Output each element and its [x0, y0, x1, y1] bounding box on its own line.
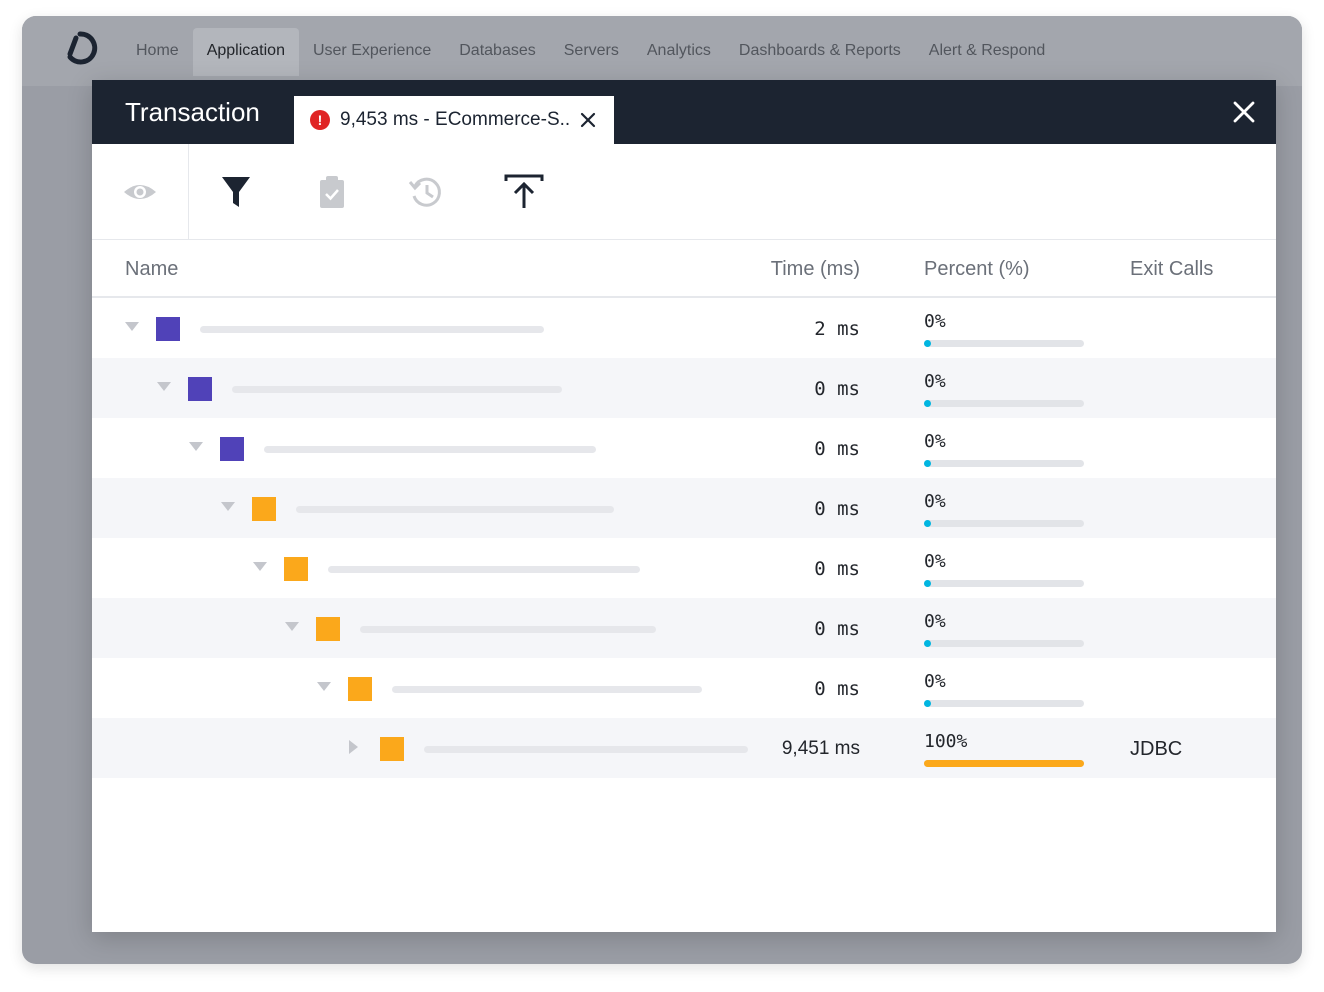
filter-icon[interactable] [216, 172, 256, 212]
caret-down-icon[interactable] [125, 322, 139, 332]
node-type-icon [252, 497, 276, 521]
table-row[interactable]: 2 ms 0% [92, 298, 1276, 358]
row-time: 0 ms [814, 498, 860, 520]
percent-bar-fill [924, 520, 931, 527]
row-percent: 0% [924, 491, 946, 512]
row-time: 0 ms [814, 378, 860, 400]
node-type-icon [188, 377, 212, 401]
row-time: 0 ms [814, 618, 860, 640]
row-time: 2 ms [814, 318, 860, 340]
percent-bar [924, 520, 1084, 527]
percent-bar-fill [924, 700, 931, 707]
caret-down-icon[interactable] [221, 502, 235, 512]
percent-bar [924, 400, 1084, 407]
row-time: 0 ms [814, 678, 860, 700]
table-row[interactable]: 0 ms 0% [92, 418, 1276, 478]
table-row[interactable]: 0 ms 0% [92, 478, 1276, 538]
row-exit-calls[interactable]: JDBC [1130, 738, 1183, 760]
node-type-icon [284, 557, 308, 581]
toolbar-divider [188, 144, 189, 240]
app-frame: Home Application User Experience Databases S… [22, 16, 1302, 964]
nav-item-alert-respond[interactable]: Alert & Respond [928, 42, 1046, 59]
column-percent[interactable]: Percent (%) [924, 258, 1030, 280]
redacted-name-placeholder [392, 686, 702, 693]
tab-close-icon[interactable] [580, 112, 596, 128]
caret-down-icon[interactable] [317, 682, 331, 692]
nav-menu: Home Application User Experience Databases S… [122, 28, 1059, 76]
row-time: 0 ms [814, 558, 860, 580]
history-icon[interactable] [406, 172, 446, 212]
modal-close-icon[interactable] [1232, 100, 1256, 124]
redacted-name-placeholder [424, 746, 748, 753]
row-percent: 0% [924, 611, 946, 632]
node-type-icon [156, 317, 180, 341]
nav-item-dashboards-reports[interactable]: Dashboards & Reports [738, 42, 901, 59]
percent-bar-fill [924, 640, 931, 647]
redacted-name-placeholder [200, 326, 544, 333]
column-name[interactable]: Name [125, 258, 179, 280]
node-type-icon [316, 617, 340, 641]
percent-bar-fill [924, 460, 931, 467]
table-row[interactable]: 9,451 ms 100% JDBC [92, 718, 1276, 778]
percent-bar-fill [924, 760, 1084, 767]
eye-icon[interactable] [120, 172, 160, 212]
node-type-icon [380, 737, 404, 761]
caret-down-icon[interactable] [253, 562, 267, 572]
percent-bar-fill [924, 400, 931, 407]
caret-down-icon[interactable] [285, 622, 299, 632]
percent-bar [924, 760, 1084, 767]
transaction-tab[interactable]: ! 9,453 ms - ECommerce-S.. [294, 96, 614, 144]
percent-bar [924, 700, 1084, 707]
caret-right-icon[interactable] [349, 740, 359, 754]
call-tree: 2 ms 0% 0 ms 0% 0 ms 0% 0 ms 0% 0 ms 0% 0 ms 0% 0 ms… [92, 298, 1276, 778]
modal-header: Transaction ! 9,453 ms - ECommerce-S.. [92, 80, 1276, 144]
redacted-name-placeholder [296, 506, 614, 513]
table-row[interactable]: 0 ms 0% [92, 658, 1276, 718]
percent-bar [924, 460, 1084, 467]
row-percent: 0% [924, 551, 946, 572]
table-header: Name Time (ms) Percent (%) Exit Calls [92, 240, 1276, 298]
clipboard-check-icon[interactable] [312, 172, 352, 212]
nav-item-application[interactable]: Application [192, 28, 299, 76]
toolbar [92, 144, 1276, 240]
percent-bar-fill [924, 580, 931, 587]
percent-bar-fill [924, 340, 931, 347]
caret-down-icon[interactable] [189, 442, 203, 452]
column-time[interactable]: Time (ms) [770, 258, 860, 280]
redacted-name-placeholder [264, 446, 596, 453]
redacted-name-placeholder [328, 566, 640, 573]
tab-label: 9,453 ms - ECommerce-S.. [340, 109, 571, 130]
row-time: 0 ms [814, 438, 860, 460]
alert-circle-icon: ! [310, 110, 330, 130]
nav-item-servers[interactable]: Servers [563, 42, 619, 59]
redacted-name-placeholder [360, 626, 656, 633]
row-percent: 0% [924, 371, 946, 392]
node-type-icon [348, 677, 372, 701]
table-row[interactable]: 0 ms 0% [92, 598, 1276, 658]
nav-item-user-experience[interactable]: User Experience [312, 42, 432, 59]
app-logo [67, 31, 98, 65]
transaction-modal: Transaction ! 9,453 ms - ECommerce-S.. [92, 80, 1276, 932]
row-percent: 0% [924, 431, 946, 452]
nav-item-home[interactable]: Home [136, 42, 179, 59]
row-percent: 0% [924, 311, 946, 332]
nav-item-analytics[interactable]: Analytics [646, 42, 711, 59]
row-percent: 100% [924, 731, 968, 752]
table-row[interactable]: 0 ms 0% [92, 538, 1276, 598]
redacted-name-placeholder [232, 386, 562, 393]
column-exit-calls[interactable]: Exit Calls [1130, 258, 1214, 280]
percent-bar [924, 640, 1084, 647]
table-row[interactable]: 0 ms 0% [92, 358, 1276, 418]
upload-icon[interactable] [504, 172, 544, 212]
row-percent: 0% [924, 671, 946, 692]
modal-title: Transaction [125, 97, 260, 127]
percent-bar [924, 580, 1084, 587]
caret-down-icon[interactable] [157, 382, 171, 392]
node-type-icon [220, 437, 244, 461]
nav-item-databases[interactable]: Databases [459, 42, 536, 59]
percent-bar [924, 340, 1084, 347]
row-time: 9,451 ms [781, 738, 860, 759]
top-navigation: Home Application User Experience Databases S… [22, 16, 1302, 86]
